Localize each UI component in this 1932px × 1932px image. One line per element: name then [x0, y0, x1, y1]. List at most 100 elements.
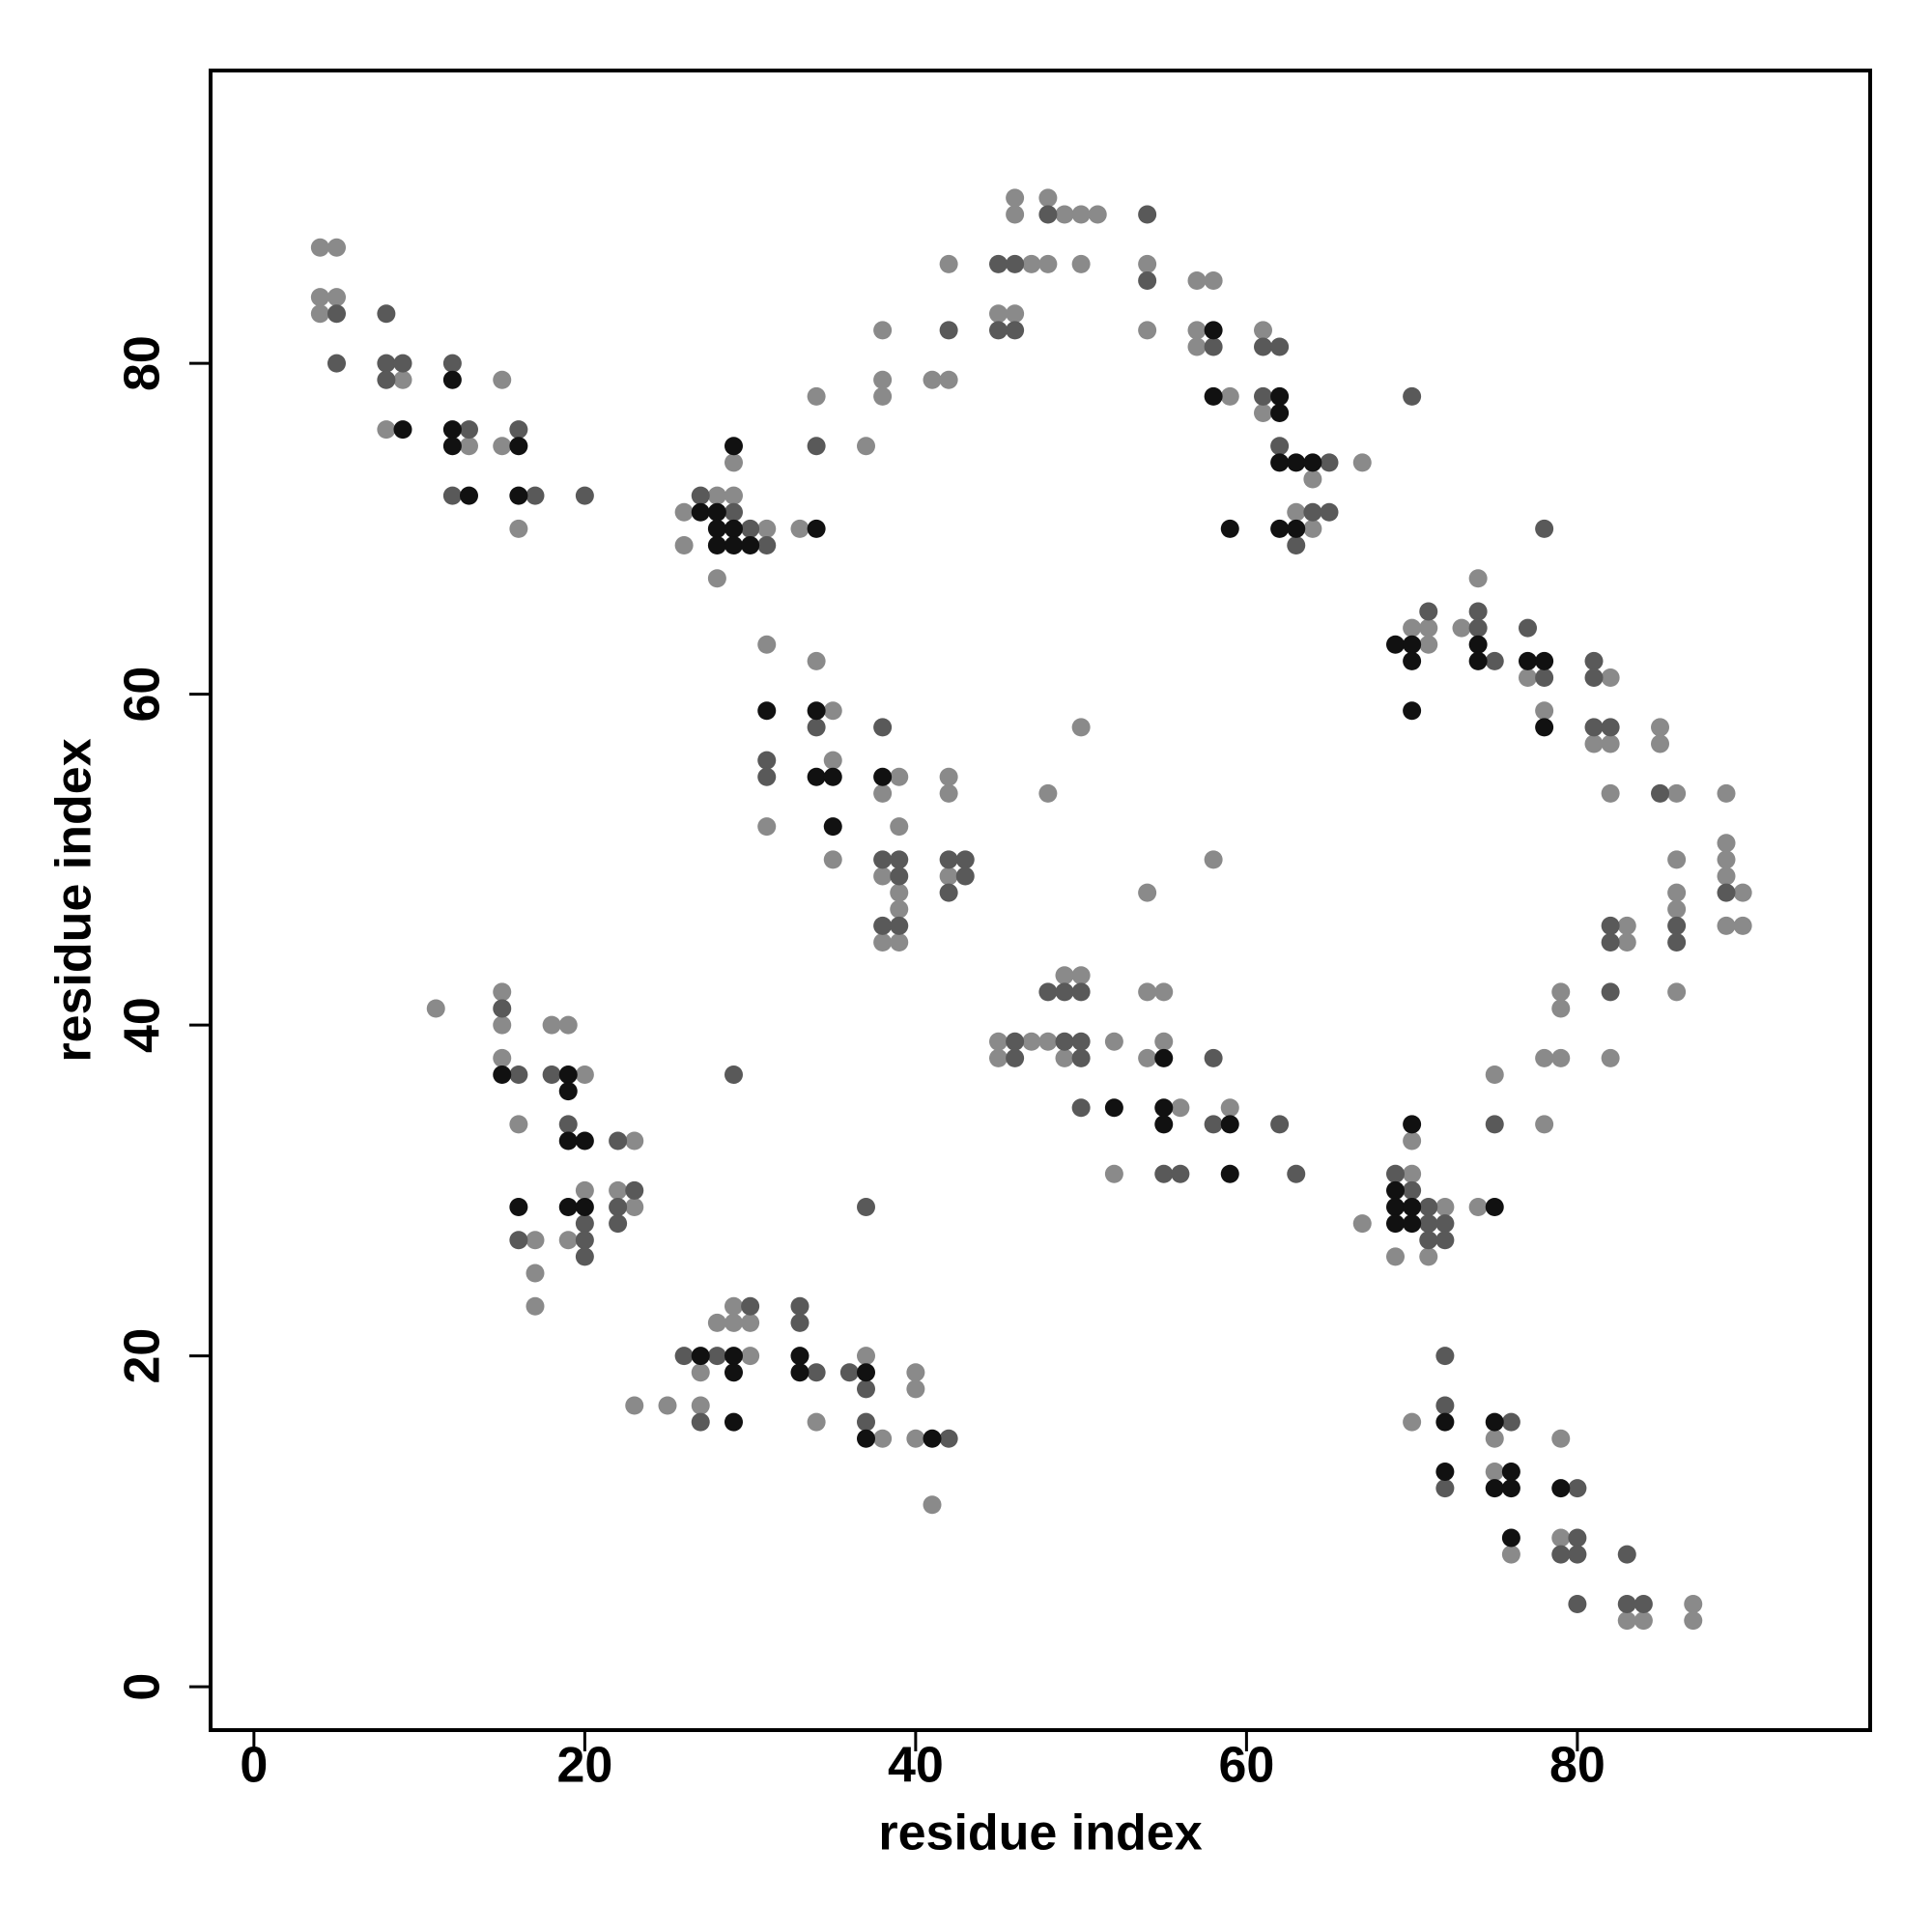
point	[1468, 602, 1488, 621]
point	[1568, 1595, 1587, 1614]
point	[1684, 1595, 1703, 1614]
point	[807, 1363, 826, 1382]
point	[575, 1198, 594, 1217]
point	[790, 519, 810, 538]
point	[1601, 1048, 1620, 1067]
point	[1138, 270, 1157, 290]
plot-frame	[209, 69, 1872, 1732]
point	[1485, 1429, 1504, 1448]
point	[857, 1412, 876, 1432]
point	[724, 1313, 743, 1332]
point	[1501, 1412, 1520, 1432]
x-tick-label: 80	[1549, 1738, 1605, 1794]
point	[526, 486, 545, 505]
point	[823, 850, 842, 869]
point	[1038, 188, 1058, 208]
point	[857, 1363, 876, 1382]
point	[558, 1082, 578, 1101]
point	[1435, 1231, 1455, 1250]
point	[377, 354, 396, 373]
point	[823, 701, 842, 721]
point	[377, 420, 396, 440]
point	[1485, 1412, 1504, 1432]
point	[1287, 453, 1306, 472]
point	[1535, 701, 1554, 721]
point	[1038, 783, 1058, 803]
point	[1138, 254, 1157, 273]
point	[575, 1247, 594, 1266]
point	[1535, 1048, 1554, 1067]
point	[807, 519, 826, 538]
point	[691, 486, 710, 505]
point	[327, 304, 346, 324]
point	[890, 899, 909, 919]
point	[1154, 1048, 1174, 1067]
point	[757, 701, 777, 721]
point	[625, 1396, 644, 1415]
point	[1435, 1214, 1455, 1234]
point	[890, 767, 909, 786]
point	[906, 1379, 925, 1399]
point	[939, 783, 958, 803]
point	[1584, 718, 1604, 737]
point	[890, 850, 909, 869]
point	[857, 1198, 876, 1217]
point	[1320, 453, 1339, 472]
point	[1220, 1164, 1239, 1183]
point	[1022, 254, 1041, 273]
point	[674, 502, 694, 522]
point	[1204, 1115, 1223, 1134]
x-tick-label: 20	[556, 1738, 612, 1794]
point	[906, 1363, 925, 1382]
point	[442, 486, 462, 505]
point	[757, 751, 777, 770]
point	[575, 1214, 594, 1234]
point	[707, 502, 726, 522]
point	[1220, 519, 1239, 538]
point	[1733, 883, 1752, 902]
y-tick-label: 0	[115, 1673, 171, 1701]
point	[1717, 850, 1736, 869]
point	[1071, 1032, 1091, 1051]
point	[1403, 1164, 1422, 1183]
point	[1717, 783, 1736, 803]
point	[1055, 1032, 1074, 1051]
point	[1171, 1164, 1190, 1183]
point	[459, 420, 478, 440]
point	[674, 535, 694, 554]
point	[1386, 1180, 1406, 1200]
point	[558, 1065, 578, 1084]
x-axis-label: residue index	[878, 1805, 1202, 1861]
point	[857, 1379, 876, 1399]
point	[823, 767, 842, 786]
point	[1468, 635, 1488, 654]
point	[1254, 321, 1273, 340]
point	[790, 1363, 810, 1382]
point	[1617, 1545, 1636, 1564]
point	[1403, 618, 1422, 638]
point	[1303, 519, 1322, 538]
point	[823, 817, 842, 837]
point	[857, 1347, 876, 1366]
point	[1584, 651, 1604, 670]
point	[1055, 982, 1074, 1002]
point	[1485, 1463, 1504, 1482]
point	[939, 767, 958, 786]
point	[955, 850, 975, 869]
point	[1667, 932, 1687, 952]
point	[873, 767, 893, 786]
point	[691, 1396, 710, 1415]
point	[1452, 618, 1471, 638]
point	[1651, 734, 1670, 753]
point	[1352, 453, 1372, 472]
point	[1551, 999, 1571, 1018]
point	[658, 1396, 677, 1415]
point	[724, 1347, 743, 1366]
point	[1154, 1164, 1174, 1183]
point	[807, 651, 826, 670]
point	[939, 254, 958, 273]
point	[1584, 734, 1604, 753]
point	[1254, 386, 1273, 406]
point	[609, 1180, 628, 1200]
point	[1435, 1396, 1455, 1415]
